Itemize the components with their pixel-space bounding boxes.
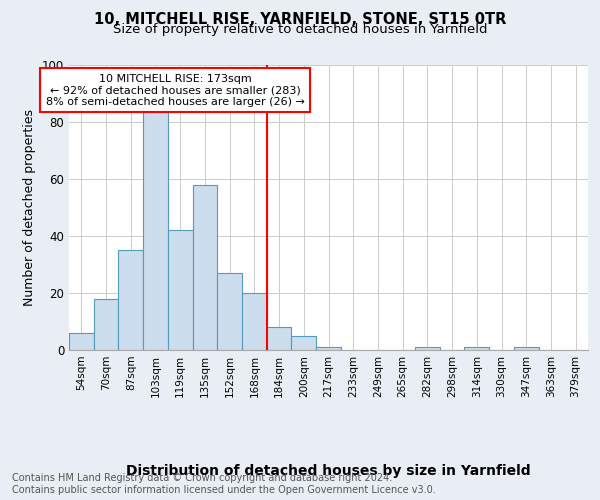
Bar	[118, 250, 143, 350]
X-axis label: Distribution of detached houses by size in Yarnfield: Distribution of detached houses by size …	[126, 464, 531, 477]
Bar	[69, 333, 94, 350]
Bar	[514, 347, 539, 350]
Bar	[168, 230, 193, 350]
Bar	[267, 327, 292, 350]
Bar	[464, 347, 489, 350]
Bar	[242, 293, 267, 350]
Y-axis label: Number of detached properties: Number of detached properties	[23, 109, 37, 306]
Text: Contains HM Land Registry data © Crown copyright and database right 2024.
Contai: Contains HM Land Registry data © Crown c…	[12, 474, 436, 495]
Bar	[292, 336, 316, 350]
Bar	[94, 298, 118, 350]
Bar	[217, 273, 242, 350]
Text: Size of property relative to detached houses in Yarnfield: Size of property relative to detached ho…	[113, 24, 487, 36]
Text: 10, MITCHELL RISE, YARNFIELD, STONE, ST15 0TR: 10, MITCHELL RISE, YARNFIELD, STONE, ST1…	[94, 12, 506, 28]
Bar	[316, 347, 341, 350]
Text: 10 MITCHELL RISE: 173sqm
← 92% of detached houses are smaller (283)
8% of semi-d: 10 MITCHELL RISE: 173sqm ← 92% of detach…	[46, 74, 305, 107]
Bar	[415, 347, 440, 350]
Bar	[143, 110, 168, 350]
Bar	[193, 184, 217, 350]
